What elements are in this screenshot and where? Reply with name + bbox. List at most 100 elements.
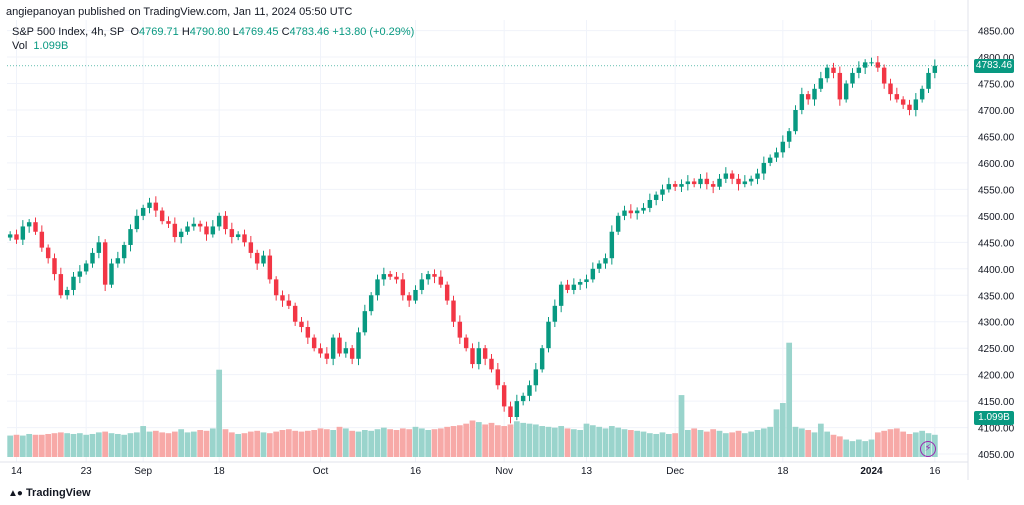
candle-body [552,305,558,322]
volume-bar [558,426,565,457]
volume-bar [722,433,729,457]
candle-body [850,72,855,84]
candle-body [273,279,279,296]
volume-bar [893,428,900,457]
candle-body [755,173,760,179]
volume-bar [456,425,463,457]
candle-body [311,337,317,349]
candle-body [254,252,260,264]
candle-body [685,181,691,185]
volume-bar [900,431,907,457]
volume-bar [830,434,837,457]
candle-body [140,207,146,216]
candle-body [451,300,456,322]
volume-bar [691,428,698,457]
volume-bar [127,433,134,457]
candle-body [514,401,520,418]
volume-bar [811,432,818,457]
volume-label[interactable]: Vol [12,40,28,52]
volume-bar [798,428,805,457]
candle-body [748,178,754,182]
volume-bar [551,427,558,457]
candle-body [39,231,45,248]
price-tick-label: 4300.00 [978,318,1015,329]
volume-bar [507,424,514,457]
candle-body [147,202,152,208]
candle-body [394,276,399,280]
price-tick-label: 4400.00 [978,265,1015,276]
volume-bar [634,430,641,457]
candle-body [128,229,133,245]
candle-body [191,223,197,227]
volume-bar [767,426,774,457]
price-tick-label: 4800.00 [978,53,1015,64]
candle-body [843,83,849,100]
volume-bar [425,430,432,457]
candle-body [292,305,298,322]
chart-grid [0,0,969,480]
candle-body [717,178,722,187]
volume-bar [393,430,400,457]
candle-body [356,332,361,359]
time-tick-label: 18 [214,466,226,477]
volume-bar [570,429,577,457]
volume-bar [545,426,552,457]
lightning-icon[interactable]: ⚡ [920,441,936,457]
volume-bar [526,423,533,457]
candle-body [109,263,114,285]
candle-body [425,274,431,280]
volume-bar [374,429,381,457]
candle-body [343,348,349,354]
candle-body [900,99,906,105]
volume-bar [653,433,660,457]
volume-bar [741,433,748,457]
volume-bar [735,430,742,457]
candle-body [805,94,811,100]
candle-body [413,289,418,301]
brand-name: TradingView [25,487,91,499]
candle-body [831,67,836,73]
candle-body [64,289,70,296]
volume-value: 1.099B [33,40,69,52]
volume-bar [513,421,520,457]
volume-bar [659,432,666,457]
volume-legend: Vol 1.099B [12,40,68,52]
tradingview-brand[interactable]: ▲● TradingView [8,487,91,499]
volume-bar [564,428,571,457]
volume-bar [114,433,121,457]
volume-bar [539,426,546,457]
volume-bar [216,369,223,457]
volume-bar [602,428,609,457]
volume-bar [171,431,178,457]
volume-bar [323,429,330,457]
volume-bar [836,436,843,457]
candle-body [172,223,178,238]
volume-bar [906,433,913,457]
price-tick-label: 4250.00 [978,344,1015,355]
volume-bar [95,432,102,457]
time-tick-label: 23 [81,466,93,477]
price-tick-label: 4350.00 [978,291,1015,302]
symbol-label[interactable]: S&P 500 Index, 4h, SP [12,26,125,38]
candle-body [419,279,425,290]
volume-bar [89,433,96,457]
candle-body [96,242,102,253]
volume-bar [235,433,242,457]
volume-bar [596,426,603,457]
candle-body [318,348,323,354]
volume-bar [51,433,58,457]
price-tick-label: 4850.00 [978,27,1015,38]
candle-body [786,131,792,142]
candle-body [824,67,830,79]
volume-bar [501,426,508,457]
candles [7,55,938,424]
time-tick-label: Dec [666,466,684,477]
candle-body [672,184,678,187]
candle-body [647,199,653,208]
candle-body [406,295,412,301]
candle-body [793,109,798,132]
volume-bar [285,429,292,457]
candle-body [932,65,938,73]
candle-body [223,215,228,230]
